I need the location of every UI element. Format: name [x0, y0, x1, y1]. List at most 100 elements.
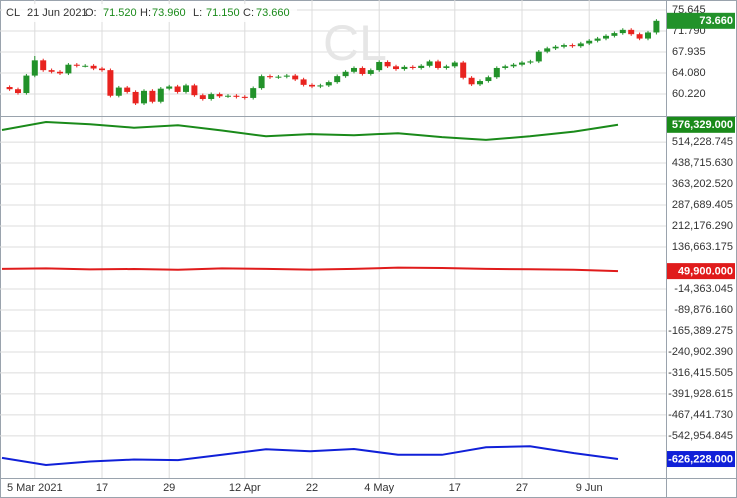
candle-body [57, 71, 63, 74]
candle-body [15, 89, 21, 94]
x-tick-label: 9 Jun [576, 482, 603, 494]
y-tick-label: 514,228.745 [672, 136, 733, 148]
candle-body [409, 66, 416, 68]
candle-body [376, 61, 383, 71]
candle-body [174, 86, 181, 92]
candle-body [418, 65, 425, 68]
candle-body [115, 87, 122, 96]
series-line [1, 266, 619, 273]
y-tick-label: -391,928.615 [668, 388, 733, 400]
last-value-box [667, 263, 735, 280]
candle-body [586, 40, 593, 44]
candle-body [6, 87, 13, 90]
candle-body [393, 66, 399, 70]
last-value-label: -626,228.000 [668, 453, 733, 465]
candle-body [645, 32, 651, 39]
candle-body [73, 64, 80, 66]
y-tick-label: 363,202.520 [672, 178, 733, 190]
header: CL 21 Jun 2021 O: 71.520 H: 73.960 L: 71.150 C… [2, 4, 297, 22]
candle-body [65, 64, 72, 74]
candle-body [527, 61, 534, 63]
candle-body [292, 75, 299, 80]
candle-body [552, 46, 559, 49]
candle-body [233, 95, 240, 97]
candle-body [594, 38, 601, 41]
x-tick-label: 27 [516, 482, 528, 494]
candle-body [653, 20, 660, 33]
candle-body [82, 65, 89, 67]
candle-body [275, 76, 282, 78]
candle-body [107, 70, 114, 96]
last-value-box [667, 116, 735, 133]
candle-body [384, 61, 391, 67]
y-tick-label: 67.935 [672, 46, 706, 58]
candle-body [250, 88, 257, 98]
candle-body [124, 87, 131, 92]
candle-body [90, 65, 97, 69]
y-tick-label: 212,176.290 [672, 220, 733, 232]
candle-body [216, 94, 223, 97]
candle-body [325, 82, 332, 86]
candle-body [267, 76, 273, 78]
x-tick-label: 17 [449, 482, 461, 494]
x-tick-label: 4 May [364, 482, 394, 494]
y-tick-label: -165,389.275 [668, 325, 733, 337]
candle-body [317, 85, 324, 87]
series-line [1, 445, 619, 467]
candle-body [443, 66, 450, 68]
y-tick-label: -89,876.160 [674, 304, 733, 316]
candle-body [628, 29, 635, 35]
header-label: C: [243, 7, 254, 19]
y-tick-label: -14,363.045 [674, 283, 733, 295]
candle-body [351, 67, 357, 72]
candle-body [460, 62, 467, 78]
candle-body [31, 60, 38, 76]
candle-body [166, 86, 173, 89]
x-tick-label: 17 [96, 482, 108, 494]
candle-body [519, 62, 525, 65]
last-value-box [667, 451, 735, 468]
y-tick-label: 438,715.630 [672, 157, 733, 169]
candle-body [619, 29, 626, 34]
header-value: 71.150 [206, 7, 240, 19]
candle-body [342, 71, 349, 77]
candle-body [48, 70, 55, 72]
candle-body [132, 91, 139, 104]
y-tick-label: -316,415.505 [668, 367, 733, 379]
y-tick-label: 136,663.175 [672, 241, 733, 253]
y-tick-label: 287,689.405 [672, 199, 733, 211]
candle-body [225, 95, 231, 97]
candle-body [577, 43, 584, 47]
candle-body [258, 76, 265, 89]
candle-body [309, 84, 315, 87]
candle-body [40, 60, 47, 71]
y-tick-label: -542,954.845 [668, 430, 733, 442]
date: 21 Jun 2021 [27, 7, 88, 19]
last-value-label: 73.660 [699, 15, 733, 27]
candle-body [426, 61, 433, 66]
candle-body [401, 66, 408, 70]
header-value: 73.660 [256, 7, 290, 19]
candle-body [636, 34, 643, 39]
y-tick-label: 60.220 [672, 88, 706, 100]
candle-body [493, 67, 500, 78]
candle-body [199, 95, 206, 100]
candle-body [477, 81, 483, 85]
candle-body [157, 88, 164, 102]
candle-body [141, 90, 147, 104]
candle-body [183, 85, 189, 92]
candle-body [468, 77, 475, 85]
candle-body [510, 64, 517, 67]
header-label: H: [140, 7, 151, 19]
x-tick-label: 12 Apr [229, 482, 261, 494]
x-tick-label: 5 Mar 2021 [7, 482, 63, 494]
y-tick-label: 64.080 [672, 67, 706, 79]
candle-body [561, 45, 567, 47]
last-value-label: 49,900.000 [678, 266, 733, 278]
header-bg [2, 4, 297, 22]
last-value-label: 576,329.000 [672, 119, 733, 131]
candle-body [191, 85, 198, 96]
candle-body [367, 70, 374, 74]
